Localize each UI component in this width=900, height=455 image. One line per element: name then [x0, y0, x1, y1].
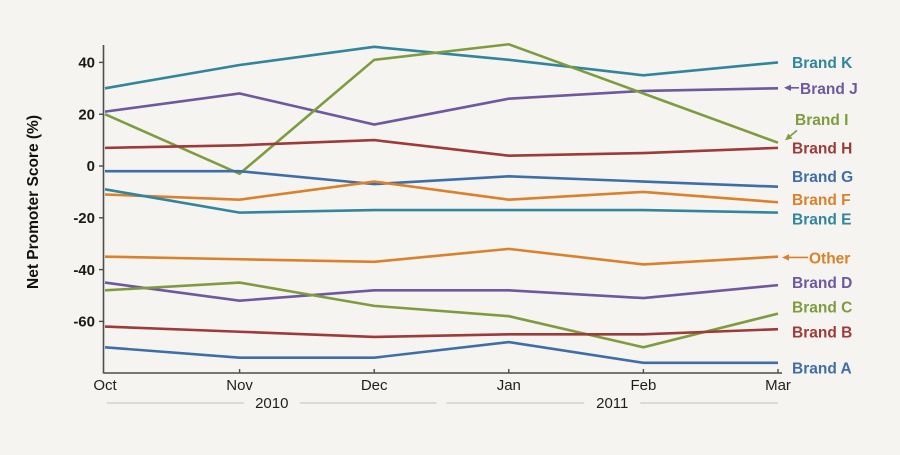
series-label-brand-b: Brand B	[792, 324, 852, 341]
arrow-to-other-head	[782, 254, 789, 261]
month-label-feb: Feb	[630, 377, 656, 394]
y-tick-label--60: -60	[73, 314, 95, 331]
series-label-brand-i: Brand I	[795, 112, 848, 129]
y-tick-label-0: 0	[87, 158, 95, 175]
y-tick-label-40: 40	[78, 55, 95, 72]
y-axis-title: Net Promoter Score (%)	[25, 115, 42, 289]
series-labels-group: Brand K Brand J Brand I Brand H Brand G Brand…	[782, 55, 858, 378]
month-label-mar: Mar	[765, 377, 791, 394]
series-line-brand-j	[104, 87, 779, 126]
month-label-jan: Jan	[497, 377, 521, 394]
series-label-brand-g: Brand G	[792, 169, 853, 186]
series-line-brand-a	[104, 340, 778, 365]
series-label-other: Other	[809, 250, 850, 267]
arrow-to-brand-i-head	[785, 133, 793, 141]
series-line-brand-i	[104, 42, 779, 176]
series-label-brand-a: Brand A	[792, 361, 852, 378]
year-label-2010: 2010	[255, 395, 288, 412]
series-line-brand-b	[104, 325, 779, 339]
series-label-brand-c: Brand C	[792, 300, 852, 317]
arrow-to-brand-i	[789, 129, 798, 137]
year-label-2011: 2011	[596, 395, 628, 412]
y-tick-label--40: -40	[73, 262, 95, 279]
series-label-brand-d: Brand D	[792, 275, 852, 292]
arrow-to-brand-j-head	[784, 84, 791, 91]
month-label-dec: Dec	[361, 377, 388, 394]
series-line-brand-e	[104, 188, 779, 214]
series-line-brand-h	[104, 138, 779, 157]
axes-group: 40 20 0 -20 -40 -60 Oct Nov Dec Jan Feb Mar 2010 2011	[73, 45, 791, 412]
series-label-brand-f: Brand F	[792, 192, 851, 209]
series-label-brand-k: Brand K	[792, 55, 853, 72]
series-line-brand-f	[104, 180, 779, 204]
month-label-oct: Oct	[93, 377, 117, 394]
series-label-brand-h: Brand H	[792, 140, 852, 157]
series-line-brand-c	[104, 281, 779, 349]
series-label-brand-j: Brand J	[800, 81, 858, 98]
y-tick-label--20: -20	[73, 210, 95, 227]
series-label-brand-e: Brand E	[792, 212, 851, 229]
series-line-other	[104, 247, 779, 266]
month-label-nov: Nov	[226, 377, 253, 394]
series-lines-group	[104, 42, 779, 365]
y-tick-label-20: 20	[78, 106, 95, 123]
series-line-brand-d	[104, 281, 779, 302]
series-line-brand-g	[105, 169, 779, 189]
